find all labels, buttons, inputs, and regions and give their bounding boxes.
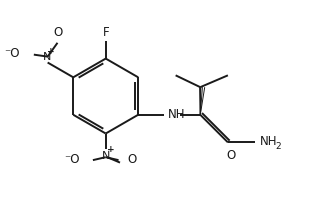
Text: ⁻O: ⁻O <box>4 47 20 60</box>
Text: F: F <box>102 26 109 39</box>
Text: N: N <box>42 51 51 62</box>
Text: 2: 2 <box>275 142 281 151</box>
Text: +: + <box>47 47 55 56</box>
Text: O: O <box>54 26 63 39</box>
Text: NH: NH <box>260 135 277 148</box>
Text: N: N <box>101 151 110 161</box>
Text: NH: NH <box>168 108 185 121</box>
Text: O: O <box>226 149 236 162</box>
Text: +: + <box>107 145 115 154</box>
Text: ⁻O: ⁻O <box>65 153 80 166</box>
Text: O: O <box>128 153 137 166</box>
